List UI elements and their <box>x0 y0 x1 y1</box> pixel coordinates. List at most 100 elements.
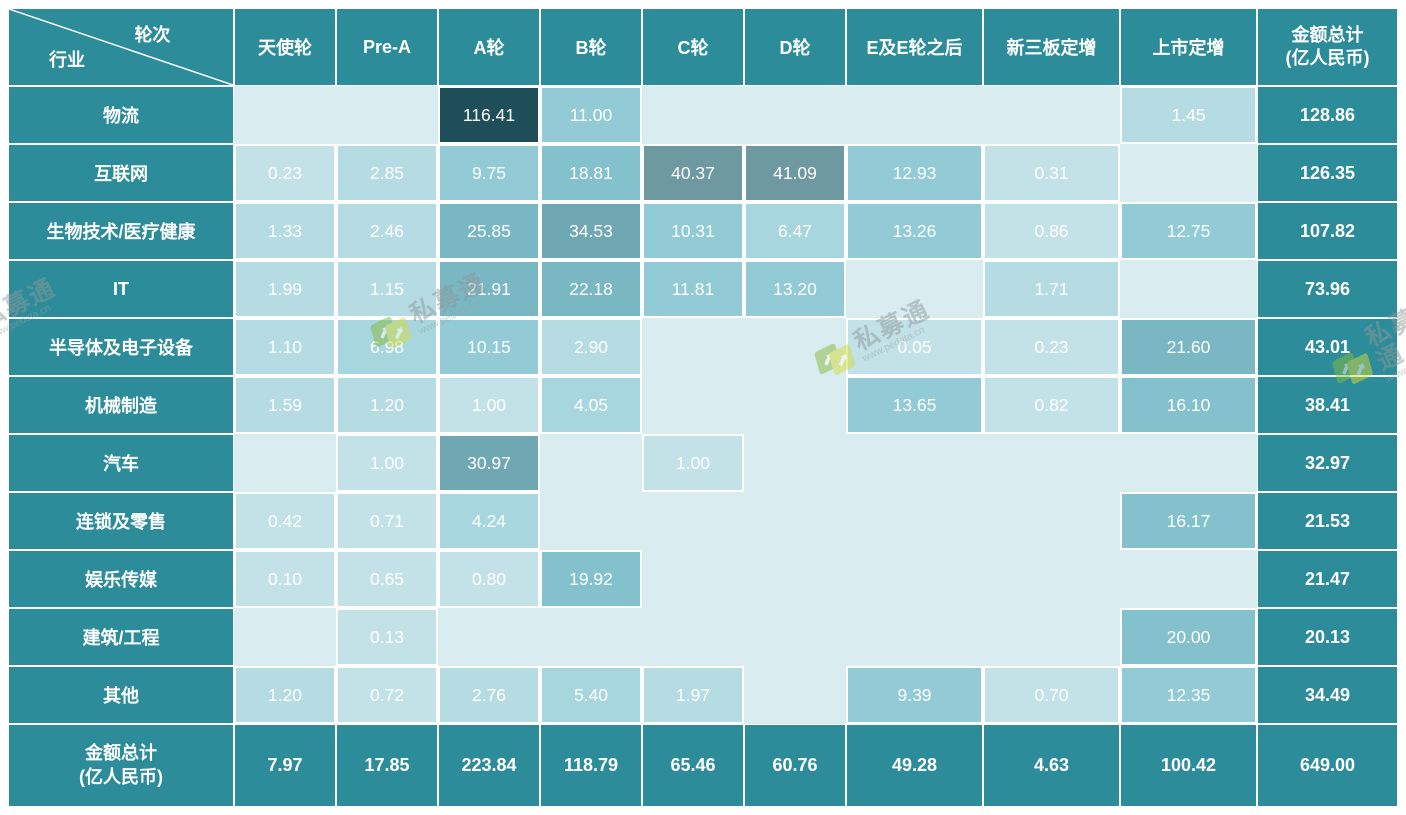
col-total-8: 100.42 <box>1120 724 1257 807</box>
col-header-0: 天使轮 <box>234 8 336 86</box>
heatmap-cell: 22.18 <box>540 260 642 318</box>
corner-label-round: 轮次 <box>134 25 171 45</box>
col-total-4: 65.46 <box>642 724 744 807</box>
heatmap-cell: 2.46 <box>336 202 438 260</box>
heatmap-cell: 40.37 <box>642 144 744 202</box>
row-total-3: 73.96 <box>1257 260 1398 318</box>
heatmap-cell: 6.98 <box>336 318 438 376</box>
heatmap-cell: 12.93 <box>846 144 983 202</box>
heatmap-cell: 12.35 <box>1120 666 1257 724</box>
heatmap-cell: 34.53 <box>540 202 642 260</box>
heatmap-cell: 13.20 <box>744 260 846 318</box>
col-total-5: 60.76 <box>744 724 846 807</box>
heatmap-cell: 0.31 <box>983 144 1120 202</box>
col-total-0: 7.97 <box>234 724 336 807</box>
heatmap-cell: 1.71 <box>983 260 1120 318</box>
heatmap-cell: 1.00 <box>438 376 540 434</box>
heatmap-cell-empty <box>642 86 744 144</box>
diagonal-divider-line <box>9 9 233 85</box>
heatmap-cell: 4.24 <box>438 492 540 550</box>
heatmap-cell: 0.42 <box>234 492 336 550</box>
heatmap-cell: 2.76 <box>438 666 540 724</box>
row-label-0: 物流 <box>8 86 234 144</box>
heatmap-cell: 5.40 <box>540 666 642 724</box>
heatmap-cell-empty <box>234 86 336 144</box>
heatmap-cell-empty <box>642 376 744 434</box>
heatmap-table: 轮次 行业 天使轮 Pre-A A轮 B轮 C轮 D轮 E及E轮之后 新三板定增 上市定增 金额总… <box>8 8 1398 807</box>
heatmap-cell-empty <box>1120 260 1257 318</box>
heatmap-cell-empty <box>983 550 1120 608</box>
heatmap-cell: 12.75 <box>1120 202 1257 260</box>
corner-header-cell: 轮次 行业 <box>8 8 234 86</box>
heatmap-cell-empty <box>642 550 744 608</box>
row-total-4: 43.01 <box>1257 318 1398 376</box>
heatmap-cell: 9.75 <box>438 144 540 202</box>
heatmap-cell-empty <box>846 550 983 608</box>
heatmap-cell: 0.70 <box>983 666 1120 724</box>
heatmap-cell-empty <box>846 608 983 666</box>
heatmap-cell-empty <box>234 608 336 666</box>
heatmap-cell: 0.72 <box>336 666 438 724</box>
row-label-9: 建筑/工程 <box>8 608 234 666</box>
heatmap-cell: 2.85 <box>336 144 438 202</box>
heatmap-cell-empty <box>744 666 846 724</box>
heatmap-cell-empty <box>846 492 983 550</box>
heatmap-cell-empty <box>983 492 1120 550</box>
heatmap-cell-empty <box>234 434 336 492</box>
heatmap-cell: 1.20 <box>336 376 438 434</box>
heatmap-cell: 13.65 <box>846 376 983 434</box>
col-total-7: 4.63 <box>983 724 1120 807</box>
heatmap-cell: 10.15 <box>438 318 540 376</box>
heatmap-cell: 0.05 <box>846 318 983 376</box>
heatmap-cell: 1.45 <box>1120 86 1257 144</box>
heatmap-cell: 21.91 <box>438 260 540 318</box>
col-header-3: B轮 <box>540 8 642 86</box>
heatmap-cell-empty <box>846 434 983 492</box>
heatmap-cell: 0.10 <box>234 550 336 608</box>
heatmap-cell: 1.00 <box>642 434 744 492</box>
heatmap-cell-empty <box>744 86 846 144</box>
heatmap-cell-empty <box>744 376 846 434</box>
heatmap-cell: 0.71 <box>336 492 438 550</box>
heatmap-cell-empty <box>1120 434 1257 492</box>
heatmap-cell-empty <box>744 434 846 492</box>
row-label-2: 生物技术/医疗健康 <box>8 202 234 260</box>
col-header-1: Pre-A <box>336 8 438 86</box>
row-total-7: 21.53 <box>1257 492 1398 550</box>
heatmap-cell: 20.00 <box>1120 608 1257 666</box>
heatmap-cell: 4.05 <box>540 376 642 434</box>
heatmap-cell: 1.00 <box>336 434 438 492</box>
corner-label-industry: 行业 <box>49 50 85 70</box>
heatmap-cell: 0.65 <box>336 550 438 608</box>
heatmap-cell-empty <box>846 86 983 144</box>
col-header-6: E及E轮之后 <box>846 8 983 86</box>
heatmap-cell: 6.47 <box>744 202 846 260</box>
col-header-5: D轮 <box>744 8 846 86</box>
row-total-0: 128.86 <box>1257 86 1398 144</box>
total-row-label: 金额总计 (亿人民币) <box>8 724 234 807</box>
heatmap-cell-empty <box>744 550 846 608</box>
heatmap-cell-empty <box>744 608 846 666</box>
row-label-1: 互联网 <box>8 144 234 202</box>
row-label-4: 半导体及电子设备 <box>8 318 234 376</box>
heatmap-cell-empty <box>983 608 1120 666</box>
col-header-4: C轮 <box>642 8 744 86</box>
heatmap-cell: 13.26 <box>846 202 983 260</box>
heatmap-cell-empty <box>642 492 744 550</box>
heatmap-cell: 30.97 <box>438 434 540 492</box>
col-total-3: 118.79 <box>540 724 642 807</box>
heatmap-cell-empty <box>744 492 846 550</box>
heatmap-cell: 0.23 <box>234 144 336 202</box>
heatmap-cell: 1.99 <box>234 260 336 318</box>
heatmap-cell: 9.39 <box>846 666 983 724</box>
heatmap-cell: 19.92 <box>540 550 642 608</box>
row-total-6: 32.97 <box>1257 434 1398 492</box>
heatmap-cell: 1.97 <box>642 666 744 724</box>
col-header-8: 上市定增 <box>1120 8 1257 86</box>
heatmap-cell-empty <box>983 86 1120 144</box>
heatmap-cell: 1.15 <box>336 260 438 318</box>
heatmap-cell: 21.60 <box>1120 318 1257 376</box>
heatmap-cell-empty <box>1120 144 1257 202</box>
col-total-1: 17.85 <box>336 724 438 807</box>
